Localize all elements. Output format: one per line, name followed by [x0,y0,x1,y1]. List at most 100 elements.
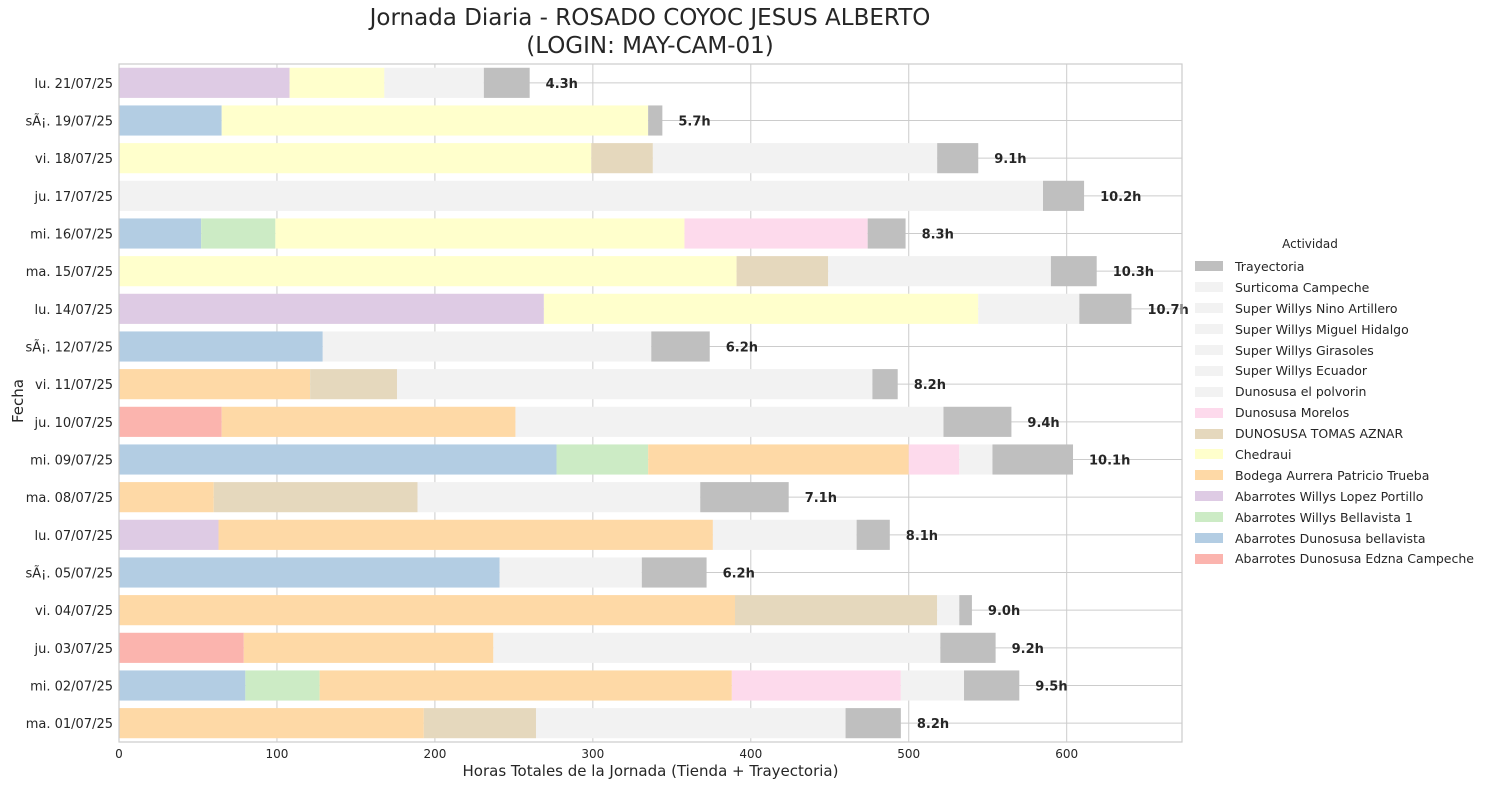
y-tick-label: ju. 17/07/25 [33,190,113,205]
bar-segment [515,406,944,437]
bar-segment [992,444,1074,475]
total-label: 10.3h [1113,265,1154,280]
bar-segment [712,519,857,550]
bar-segment [396,369,873,400]
bar-segment [641,557,707,588]
bar-segment [322,331,652,362]
bar-segment [900,670,965,701]
legend-swatch [1195,345,1223,355]
legend-item: Dunosusa el polvorin [1190,381,1485,402]
total-label: 10.1h [1089,454,1130,469]
bar-segment [119,482,214,513]
chart-title: Jornada Diaria - ROSADO COYOC JESUS ALBE… [369,5,931,31]
bar-segment [493,632,941,663]
x-tick-label: 400 [739,747,762,761]
bar-segment [119,519,219,550]
bar-segment [289,67,385,98]
x-axis-label: Horas Totales de la Jornada (Tienda + Tr… [462,762,839,780]
bar-segment [245,670,320,701]
bar-segment [417,482,701,513]
legend-title: Actividad [1282,237,1338,251]
bar-segment [1043,180,1085,211]
legend-label: Super Willys Ecuador [1235,363,1368,379]
legend-swatch [1195,365,1223,376]
legend-label: Trayectoria [1235,258,1305,274]
legend-swatch [1195,407,1223,418]
legend-item: Bodega Aurrera Patricio Trueba [1190,465,1485,486]
x-tick-label: 300 [581,747,604,761]
legend-label: Bodega Aurrera Patricio Trueba [1235,467,1430,483]
legend-label: Chedraui [1235,446,1292,462]
legend-item: Chedraui [1190,444,1485,465]
y-tick-label: mi. 09/07/25 [30,454,113,469]
legend-item: Super Willys Girasoles [1190,340,1485,361]
legend-swatch [1195,303,1223,314]
bar-segment [543,293,979,324]
bar-segment [119,256,737,287]
legend-item: Abarrotes Willys Bellavista 1 [1190,507,1485,528]
bar-segment [221,105,649,136]
bar-segment [648,105,663,136]
bar-segment [119,293,544,324]
legend-item: DUNOSUSA TOMAS AZNAR [1190,423,1485,444]
bar-segment [735,595,938,626]
bar-segment [119,595,736,626]
bar-segment [483,67,530,98]
x-tick-label: 200 [423,747,446,761]
legend-swatch [1195,553,1223,564]
bar-segment [423,708,536,739]
total-label: 9.5h [1035,680,1067,695]
plot-frame [118,63,1183,743]
bar-segment [119,180,1044,211]
legend-label: Super Willys Nino Artillero [1235,300,1398,316]
bar-segment [959,595,972,626]
bar-segment [556,444,649,475]
y-tick-label: ju. 03/07/25 [33,642,113,657]
legend-label: Abarrotes Willys Lopez Portillo [1235,488,1424,504]
y-tick-label: lu. 21/07/25 [34,77,113,92]
total-label: 8.2h [917,717,949,732]
bar-segment [119,632,244,663]
bar-segment [867,218,906,249]
legend: Actividad Trayectoria Surticoma Campeche S… [1190,236,1485,569]
bar-segment [119,105,222,136]
total-label: 6.2h [723,567,755,582]
y-tick-label: lu. 14/07/25 [34,303,113,318]
y-tick-label: mi. 02/07/25 [30,680,113,695]
legend-swatch [1195,282,1223,293]
bar-segment [119,670,246,701]
legend-swatch [1195,491,1223,502]
bar-segment [218,519,713,550]
bar-segment [1050,256,1097,287]
legend-swatch [1195,386,1223,397]
bar-segment [700,482,789,513]
bar-segment [119,369,311,400]
bar-segment [499,557,642,588]
legend-swatch [1195,512,1223,523]
legend-swatch [1195,261,1223,272]
bar-segment [978,293,1080,324]
legend-item: Abarrotes Dunosusa Edzna Campeche [1190,548,1485,569]
bar-segment [964,670,1020,701]
bar-segment [119,708,424,739]
y-axis-label: Fecha [9,379,27,423]
total-label: 7.1h [805,491,837,506]
bar-segment [119,406,222,437]
legend-swatch [1195,449,1223,460]
y-tick-label: ma. 01/07/25 [26,717,113,732]
bar-segment [201,218,276,249]
legend-item: Super Willys Miguel Hidalgo [1190,319,1485,340]
bar-segment [275,218,685,249]
bar-segment [384,67,484,98]
bar-segment [119,143,592,174]
legend-item: Super Willys Ecuador [1190,360,1485,381]
bar-segment [959,444,993,475]
total-label: 10.7h [1147,303,1188,318]
y-tick-label: vi. 11/07/25 [35,378,113,393]
legend-swatch [1195,428,1223,439]
bar-segment [731,670,901,701]
legend-label: Dunosusa Morelos [1235,405,1350,421]
y-tick-label: lu. 07/07/25 [34,529,113,544]
total-label: 5.7h [678,115,710,130]
